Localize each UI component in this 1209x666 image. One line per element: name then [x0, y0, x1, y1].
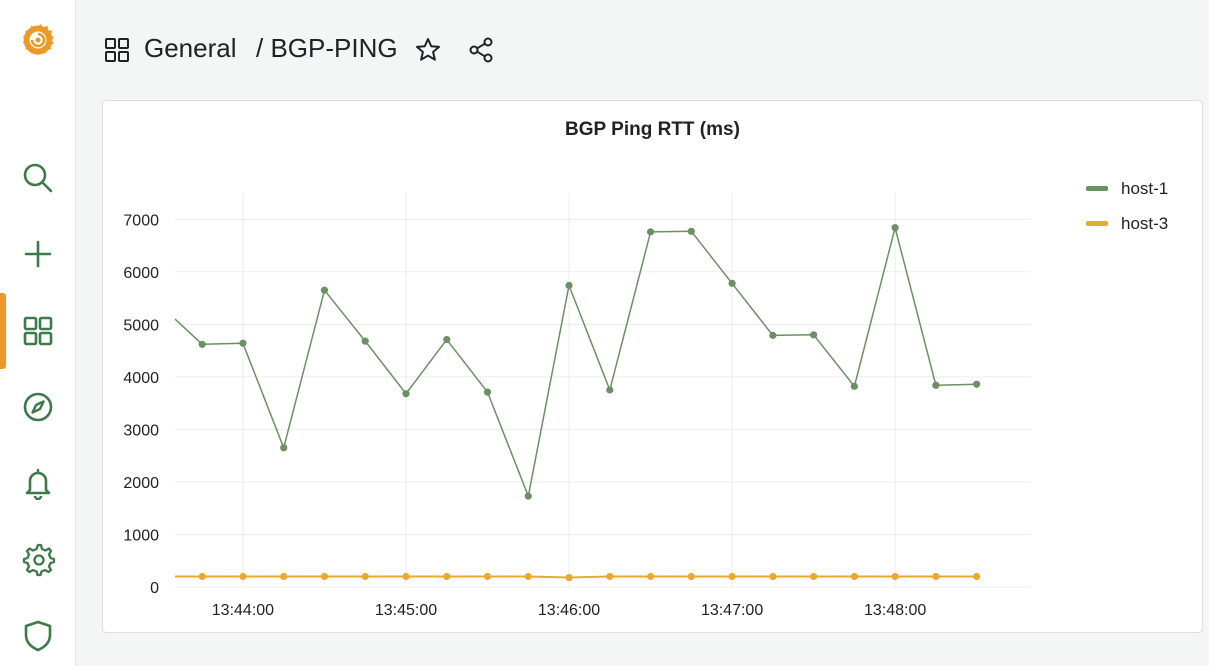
y-tick-label: 0 [150, 580, 159, 597]
panel-title[interactable]: BGP Ping RTT (ms) [565, 119, 740, 140]
x-tick-label: 13:45:00 [375, 602, 437, 619]
data-point [769, 572, 777, 581]
gear-icon[interactable] [18, 540, 58, 580]
x-tick-label: 13:48:00 [864, 602, 926, 619]
bell-icon[interactable] [18, 463, 58, 503]
share-icon[interactable] [467, 36, 495, 64]
legend-swatch [1086, 186, 1108, 191]
data-point [850, 382, 858, 390]
data-point [565, 281, 573, 290]
data-point [239, 572, 247, 581]
data-point [810, 572, 818, 581]
data-point [973, 572, 981, 581]
data-point [932, 572, 940, 581]
data-point [891, 224, 899, 232]
series-line-host-1 [174, 226, 977, 497]
data-point [361, 337, 369, 345]
dashboard-header: General / BGP-PING [76, 0, 1209, 100]
data-point [810, 331, 818, 339]
data-point [606, 572, 614, 581]
dashboards-grid-icon[interactable] [18, 311, 58, 351]
data-point [728, 279, 736, 287]
data-point [280, 572, 288, 581]
y-tick-label: 5000 [123, 317, 159, 334]
active-indicator [0, 293, 6, 369]
grafana-logo-icon[interactable] [18, 20, 58, 60]
plus-icon[interactable] [18, 234, 58, 274]
data-point [443, 335, 451, 344]
data-point [646, 572, 655, 581]
data-point [932, 381, 940, 389]
data-point [402, 390, 410, 398]
legend: host-1 host-3 [1086, 171, 1168, 241]
data-point [728, 572, 736, 581]
data-point [483, 388, 492, 396]
y-tick-label: 4000 [123, 370, 159, 387]
data-point [687, 227, 695, 235]
data-point [687, 572, 695, 581]
data-point [198, 572, 206, 581]
data-point [239, 339, 247, 347]
y-tick-label: 3000 [123, 422, 159, 439]
data-point [565, 573, 573, 582]
y-tick-label: 1000 [123, 527, 159, 544]
legend-label: host-1 [1121, 178, 1169, 198]
sidebar [0, 0, 76, 666]
dashboards-grid-icon [105, 38, 129, 62]
graph-panel[interactable]: BGP Ping RTT (ms) 0 1000 2000 3000 4000 5000 6… [102, 100, 1203, 633]
data-point [320, 572, 329, 581]
search-icon[interactable] [18, 158, 58, 198]
x-tick-label: 13:44:00 [212, 602, 274, 619]
dashboard-title[interactable]: / BGP-PING [256, 33, 398, 63]
data-point [891, 572, 899, 581]
star-icon[interactable] [414, 36, 442, 64]
data-point [769, 331, 777, 339]
data-point [973, 380, 981, 388]
data-point [850, 572, 858, 581]
rtt-line-chart: 0 1000 2000 3000 4000 5000 6000 7000 13:44:00 13:… [123, 193, 1031, 619]
data-point [280, 444, 288, 452]
y-tick-label: 2000 [123, 475, 159, 492]
data-point [483, 572, 492, 581]
data-point [198, 340, 206, 348]
legend-item-host-3[interactable]: host-3 [1086, 206, 1168, 241]
data-point [402, 572, 410, 581]
y-tick-label: 7000 [123, 212, 159, 229]
data-point [646, 228, 655, 236]
y-tick-label: 6000 [123, 265, 159, 282]
data-point [524, 572, 532, 581]
legend-swatch [1086, 221, 1108, 226]
data-point [443, 572, 451, 581]
data-point [524, 492, 532, 500]
data-point [361, 572, 369, 581]
compass-icon[interactable] [18, 387, 58, 427]
legend-item-host-1[interactable]: host-1 [1086, 171, 1168, 206]
shield-icon[interactable] [18, 616, 58, 656]
x-tick-label: 13:46:00 [538, 602, 600, 619]
x-tick-label: 13:47:00 [701, 602, 763, 619]
data-point [320, 286, 329, 294]
data-point [606, 386, 614, 394]
legend-label: host-3 [1121, 213, 1169, 233]
breadcrumb-folder[interactable]: General [144, 33, 237, 63]
